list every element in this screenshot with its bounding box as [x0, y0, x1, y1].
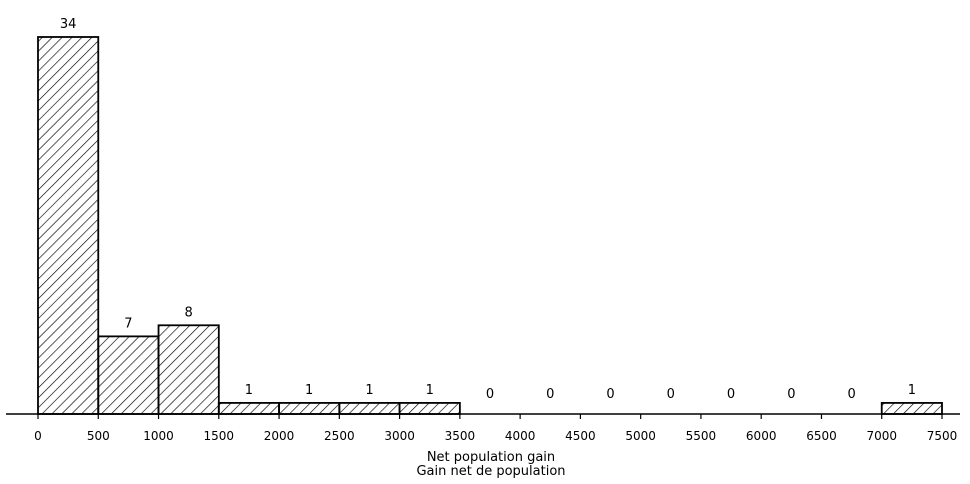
x-tick-label: 2000 [264, 429, 295, 443]
data-label: 34 [60, 17, 77, 32]
data-label: 0 [546, 387, 554, 402]
bar [278, 402, 341, 415]
bar [398, 402, 461, 415]
data-label: 1 [426, 383, 434, 398]
x-tick-label: 1500 [204, 429, 235, 443]
x-tick-label: 7000 [866, 429, 897, 443]
data-label: 7 [124, 316, 132, 331]
data-label: 1 [365, 383, 373, 398]
x-tick-label: 4000 [505, 429, 536, 443]
x-tick-label: 3500 [445, 429, 476, 443]
x-axis-title: Net population gain [427, 450, 555, 465]
x-tick-label: 500 [87, 429, 110, 443]
data-label: 1 [908, 383, 916, 398]
data-label: 0 [847, 387, 855, 402]
bar [880, 402, 943, 415]
x-tick-label: 1000 [143, 429, 174, 443]
data-labels-group: 34 7 8 1 1 1 1 0 0 0 0 0 0 0 1 [60, 17, 916, 402]
data-label: 0 [606, 387, 614, 402]
bar [37, 36, 100, 415]
x-tick-label: 0 [34, 429, 42, 443]
x-tick-label: 3000 [384, 429, 415, 443]
data-label: 0 [667, 387, 675, 402]
data-label: 0 [727, 387, 735, 402]
bar [217, 402, 280, 415]
data-label: 8 [185, 305, 193, 320]
bar [157, 324, 220, 415]
data-label: 1 [245, 383, 253, 398]
data-label: 0 [787, 387, 795, 402]
x-axis-title-french: Gain net de population [416, 464, 565, 479]
bar [97, 335, 160, 415]
x-ticks-group: 0 500 1000 1500 2000 2500 3000 3500 4000 4500 5000… [34, 414, 957, 443]
x-tick-label: 6000 [746, 429, 777, 443]
x-tick-label: 6500 [806, 429, 837, 443]
x-tick-label: 5000 [625, 429, 656, 443]
data-label: 0 [486, 387, 494, 402]
x-tick-label: 7500 [927, 429, 958, 443]
bars-group [37, 36, 943, 415]
x-tick-label: 2500 [324, 429, 355, 443]
x-tick-label: 5500 [686, 429, 717, 443]
data-label: 1 [305, 383, 313, 398]
bar [338, 402, 401, 415]
x-tick-label: 4500 [565, 429, 596, 443]
